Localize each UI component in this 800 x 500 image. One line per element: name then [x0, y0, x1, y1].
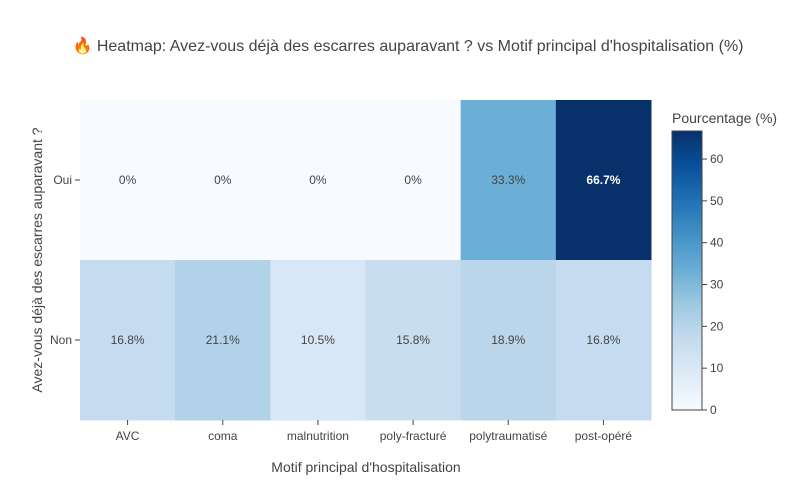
heatmap-cell	[365, 100, 462, 261]
cell-value-label: 0%	[119, 173, 137, 187]
heatmap-cell	[270, 100, 366, 261]
x-tick-label: polytraumatisé	[469, 429, 547, 443]
x-tick-label: post-opéré	[575, 429, 633, 443]
heatmap-cell	[555, 260, 652, 421]
cell-value-label: 0%	[404, 173, 422, 187]
cell-value-label: 33.3%	[491, 173, 525, 187]
heatmap-cell	[80, 260, 176, 421]
cell-value-label: 66.7%	[586, 173, 620, 187]
x-tick-label: malnutrition	[287, 429, 349, 443]
colorbar-gradient	[671, 130, 703, 411]
colorbar-tick-label: 10	[710, 361, 724, 375]
colorbar-ticks: 0 10 20 30 40 50 60	[702, 152, 724, 417]
colorbar-tick-label: 50	[710, 194, 724, 208]
cell-value-label: 16.8%	[586, 333, 620, 347]
heatmap-cell	[175, 260, 271, 421]
heatmap-cell	[175, 100, 271, 261]
x-tick-label: poly-fracturé	[380, 429, 447, 443]
x-tick-label: AVC	[116, 429, 140, 443]
colorbar: Pourcentage (%) 0 10 20 30 40 50 60	[671, 110, 777, 417]
colorbar-tick-label: 60	[710, 152, 724, 166]
colorbar-tick-label: 40	[710, 236, 724, 250]
colorbar-tick-label: 20	[710, 319, 724, 333]
x-tick-label: coma	[208, 429, 238, 443]
heatmap-cell	[555, 100, 652, 261]
cell-value-label: 18.9%	[491, 333, 525, 347]
cell-value-label: 15.8%	[396, 333, 430, 347]
heatmap-cell	[365, 260, 462, 421]
chart-title: 🔥 Heatmap: Avez-vous déjà des escarres a…	[72, 36, 743, 55]
cell-value-label: 21.1%	[206, 333, 240, 347]
y-tick-label: Non	[50, 333, 72, 347]
x-axis-title: Motif principal d'hospitalisation	[271, 459, 460, 475]
y-axis-title: Avez-vous déjà des escarres auparavant ?	[29, 127, 45, 392]
colorbar-title: Pourcentage (%)	[672, 110, 777, 126]
cell-value-label: 0%	[309, 173, 327, 187]
heatmap-cell	[460, 100, 557, 261]
heatmap-cell-labels: 0% 0% 0% 0% 33.3% 66.7% 16.8% 21.1% 10.5% 15.8% 18…	[111, 173, 621, 347]
heatmap-cells	[80, 100, 652, 421]
colorbar-tick-label: 30	[710, 278, 724, 292]
cell-value-label: 10.5%	[301, 333, 335, 347]
cell-value-label: 0%	[214, 173, 232, 187]
heatmap-cell	[270, 260, 366, 421]
colorbar-tick-label: 0	[710, 403, 717, 417]
y-axis-ticks: Oui Non	[50, 173, 80, 347]
x-axis-ticks: AVC coma malnutrition poly-fracturé polytrau…	[116, 420, 633, 443]
heatmap-cell	[460, 260, 557, 421]
y-tick-label: Oui	[53, 173, 72, 187]
cell-value-label: 16.8%	[111, 333, 145, 347]
heatmap-cell	[80, 100, 176, 261]
